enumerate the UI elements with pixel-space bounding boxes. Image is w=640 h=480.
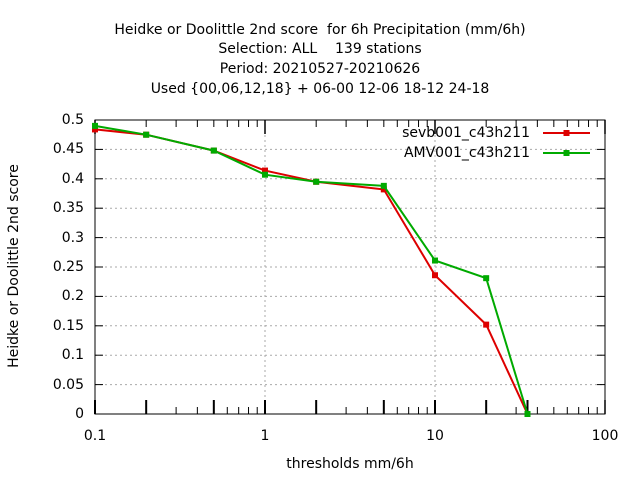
- series-2-point: [313, 178, 320, 185]
- chart-title-line-2: Selection: ALL 139 stations: [218, 41, 422, 57]
- series-2-point: [524, 411, 531, 417]
- series-2-point: [92, 122, 98, 129]
- x-tick-label: 0.1: [83, 428, 107, 444]
- series-2-point: [262, 171, 268, 178]
- y-tick-label: 0.2: [61, 288, 84, 305]
- chart-title-line-1: Heidke or Doolittle 2nd score for 6h Pre…: [114, 22, 526, 38]
- series-1-point: [483, 321, 490, 328]
- series-1-point: [92, 126, 98, 133]
- series-2-point: [432, 257, 438, 264]
- series-1-point: [262, 167, 268, 174]
- y-tick-label: 0.4: [61, 170, 84, 187]
- series-1-point: [380, 186, 387, 193]
- legend-marker-1: [563, 130, 570, 136]
- series-2-point: [483, 275, 490, 282]
- series-2-point: [380, 182, 387, 189]
- y-tick-label: 0.05: [52, 376, 84, 393]
- y-tick-label: 0.45: [52, 141, 84, 158]
- y-tick-label: 0.15: [52, 317, 84, 334]
- y-axis-label: Heidke or Doolittle 2nd score: [6, 164, 22, 368]
- x-tick-label: 1: [260, 428, 270, 444]
- y-tick-label: 0: [75, 406, 84, 422]
- series-2-point: [143, 131, 150, 138]
- y-tick-label: 0.3: [61, 229, 84, 246]
- y-tick-label: 0.1: [61, 347, 84, 364]
- y-tick-label: 0.35: [52, 200, 84, 217]
- x-tick-label: 100: [591, 428, 619, 444]
- chart-title-line-4: Used {00,06,12,18} + 06-00 12-06 18-12 2…: [150, 81, 490, 97]
- chart-title-line-3: Period: 20210527-20210626: [219, 61, 421, 77]
- series-line-1: [94, 128, 529, 415]
- series-2-point: [210, 147, 217, 154]
- legend-marker-2: [563, 150, 570, 156]
- series-1-point: [432, 272, 438, 279]
- legend-label-2: AMV001_c43h211: [403, 145, 530, 161]
- x-axis-label: thresholds mm/6h: [286, 456, 414, 472]
- y-tick-label: 0.25: [52, 259, 84, 275]
- legend-label-1: sevb001_c43h211: [402, 125, 530, 141]
- x-tick-label: 10: [426, 428, 444, 444]
- y-tick-label: 0.5: [61, 112, 84, 128]
- series-line-2: [94, 124, 529, 415]
